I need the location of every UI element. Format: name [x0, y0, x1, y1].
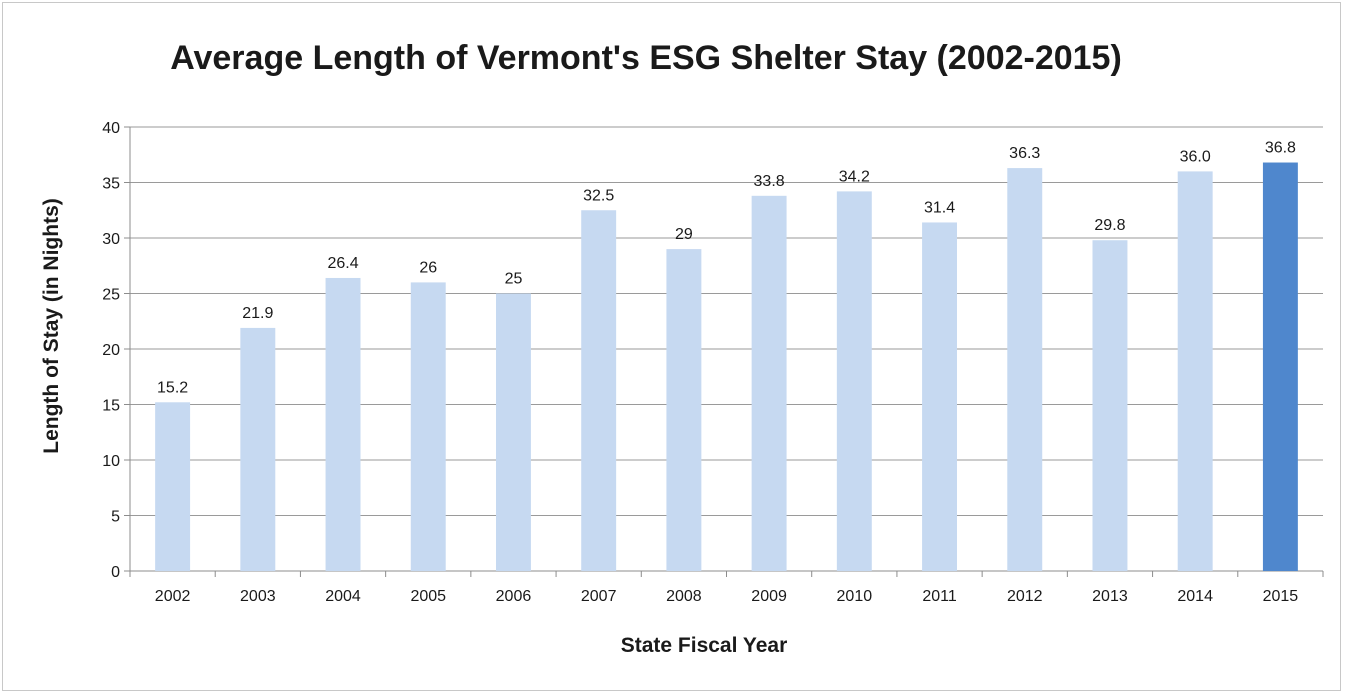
y-tick-label: 20: [102, 342, 120, 359]
bar-chart: Average Length of Vermont's ESG Shelter …: [40, 39, 1324, 657]
y-tick-label: 40: [102, 120, 120, 137]
bar-2002: [155, 402, 191, 571]
x-tick-label-2010: 2010: [837, 588, 873, 605]
data-labels: 15.2 21.9 26.4 26 25 32.5 29 33.8 34.2 31.4 36.3 29…: [157, 140, 1296, 397]
bar-2013: [1092, 240, 1128, 571]
data-label-2011: 31.4: [924, 199, 955, 216]
x-tick-label-2005: 2005: [410, 588, 446, 605]
y-tick-label: 0: [111, 564, 120, 581]
bar-2010: [836, 191, 872, 571]
bar-2011: [922, 222, 958, 571]
bar-2012: [1007, 168, 1043, 571]
x-tick-label-2012: 2012: [1007, 588, 1043, 605]
y-axis-title: Length of Stay (in Nights): [40, 198, 63, 453]
x-tick-label-2007: 2007: [581, 588, 617, 605]
x-tick-label-2004: 2004: [325, 588, 361, 605]
data-label-2010: 34.2: [839, 168, 870, 185]
bar-2009: [751, 195, 787, 571]
data-label-2002: 15.2: [157, 379, 188, 396]
y-tick-label: 15: [102, 398, 120, 415]
bar-2014: [1177, 171, 1213, 571]
data-label-2007: 32.5: [583, 187, 614, 204]
y-axis-ticks: 0 5 10 15 20 25 30 35 40: [102, 120, 120, 581]
y-tick-label: 35: [102, 176, 120, 193]
y-tick-label: 5: [111, 509, 120, 526]
x-tick-label-2009: 2009: [751, 588, 787, 605]
x-tick-label-2002: 2002: [155, 588, 191, 605]
x-tick-label-2006: 2006: [496, 588, 532, 605]
bar-2006: [495, 293, 531, 571]
x-tick-label-2013: 2013: [1092, 588, 1128, 605]
x-axis-title: State Fiscal Year: [621, 634, 788, 657]
data-label-2009: 33.8: [754, 173, 785, 190]
x-axis-ticks: 2002 2003 2004 2005 2006 2007 2008 2009 2010 2011…: [129, 571, 1324, 605]
data-label-2003: 21.9: [242, 305, 273, 322]
bar-2003: [240, 327, 276, 571]
y-tick-label: 10: [102, 453, 120, 470]
bar-2005: [410, 282, 446, 571]
data-label-2014: 36.0: [1180, 148, 1211, 165]
x-tick-label-2011: 2011: [922, 588, 957, 605]
bar-2007: [581, 210, 617, 571]
y-tick-label: 25: [102, 287, 120, 304]
data-label-2012: 36.3: [1009, 145, 1040, 162]
bar-2015: [1262, 162, 1298, 571]
data-label-2008: 29: [675, 226, 693, 243]
gridlines: [124, 126, 1323, 572]
x-tick-label-2014: 2014: [1177, 588, 1213, 605]
x-tick-label-2015: 2015: [1263, 588, 1299, 605]
y-tick-label: 30: [102, 231, 120, 248]
bars: [155, 162, 1298, 571]
data-label-2006: 25: [505, 271, 523, 288]
data-label-2004: 26.4: [327, 255, 358, 272]
x-tick-label-2008: 2008: [666, 588, 702, 605]
bar-2004: [325, 277, 361, 571]
data-label-2013: 29.8: [1094, 217, 1125, 234]
data-label-2015: 36.8: [1265, 140, 1296, 157]
x-tick-label-2003: 2003: [240, 588, 276, 605]
chart-title: Average Length of Vermont's ESG Shelter …: [170, 39, 1122, 77]
data-label-2005: 26: [419, 259, 437, 276]
bar-2008: [666, 249, 702, 571]
